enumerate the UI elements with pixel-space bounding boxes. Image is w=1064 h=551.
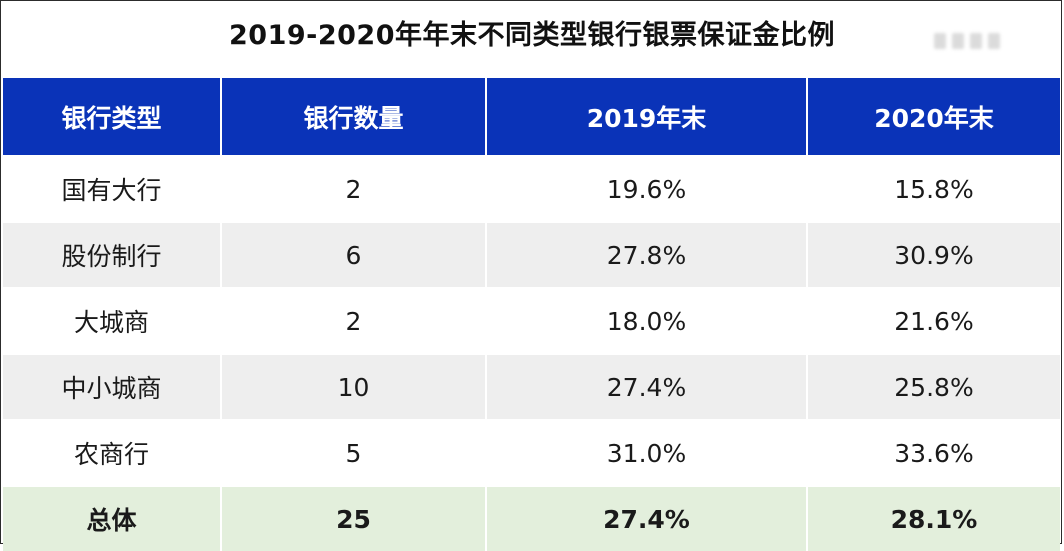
cell-bank-count: 2 <box>222 287 487 353</box>
table-row: 国有大行 2 19.6% 15.8% <box>3 155 1060 221</box>
total-label: 总体 <box>3 485 222 551</box>
header-2020: 2020年末 <box>808 78 1060 155</box>
cell-bank-count: 10 <box>222 353 487 419</box>
cell-2019: 19.6% <box>487 155 808 221</box>
table-row: 大城商 2 18.0% 21.6% <box>3 287 1060 353</box>
cell-bank-count: 6 <box>222 221 487 287</box>
cell-2019: 27.8% <box>487 221 808 287</box>
cell-bank-count: 5 <box>222 419 487 485</box>
cell-2019: 31.0% <box>487 419 808 485</box>
cell-bank-count: 2 <box>222 155 487 221</box>
cell-bank-type: 中小城商 <box>3 353 222 419</box>
header-bank-count: 银行数量 <box>222 78 487 155</box>
total-row: 总体 25 27.4% 28.1% <box>3 485 1060 551</box>
data-table: 银行类型 银行数量 2019年末 2020年末 国有大行 2 19.6% 15.… <box>3 78 1060 551</box>
table-row: 中小城商 10 27.4% 25.8% <box>3 353 1060 419</box>
cell-2020: 15.8% <box>808 155 1060 221</box>
total-2020: 28.1% <box>808 485 1060 551</box>
table-row: 农商行 5 31.0% 33.6% <box>3 419 1060 485</box>
total-2019: 27.4% <box>487 485 808 551</box>
table-title: 2019-2020年年末不同类型银行银票保证金比例 <box>229 20 835 51</box>
header-row: 银行类型 银行数量 2019年末 2020年末 <box>3 78 1060 155</box>
cell-2019: 18.0% <box>487 287 808 353</box>
cell-2020: 33.6% <box>808 419 1060 485</box>
header-2019: 2019年末 <box>487 78 808 155</box>
table-row: 股份制行 6 27.8% 30.9% <box>3 221 1060 287</box>
cell-bank-type: 国有大行 <box>3 155 222 221</box>
cell-bank-type: 股份制行 <box>3 221 222 287</box>
cell-2020: 21.6% <box>808 287 1060 353</box>
header-bank-type: 银行类型 <box>3 78 222 155</box>
cell-2020: 25.8% <box>808 353 1060 419</box>
cell-2020: 30.9% <box>808 221 1060 287</box>
cell-2019: 27.4% <box>487 353 808 419</box>
blurred-watermark <box>934 33 1024 51</box>
cell-bank-type: 大城商 <box>3 287 222 353</box>
total-bank-count: 25 <box>222 485 487 551</box>
cell-bank-type: 农商行 <box>3 419 222 485</box>
